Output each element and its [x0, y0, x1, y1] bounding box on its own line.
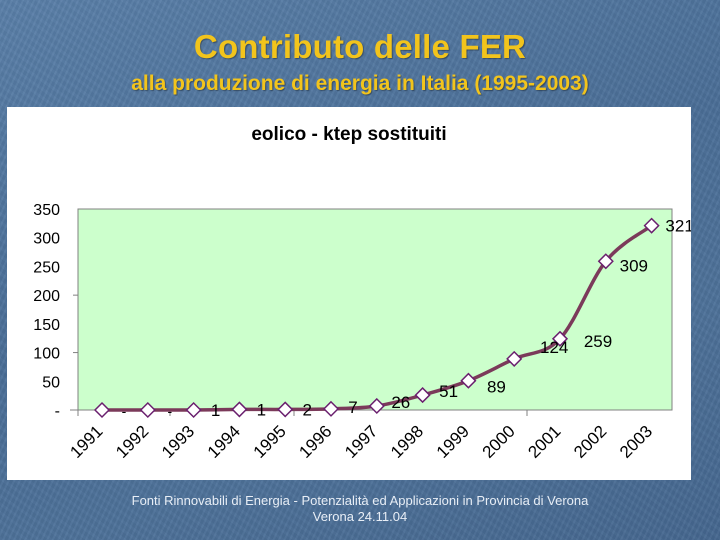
y-tick-label: 100	[33, 346, 60, 363]
data-label: 1	[211, 401, 220, 420]
plot-area	[77, 208, 673, 411]
footer-line-2: Verona 24.11.04	[312, 509, 408, 524]
x-tick-label: 1992	[112, 422, 152, 462]
data-label: -	[122, 403, 127, 419]
data-marker	[551, 330, 569, 347]
y-tick-label: 350	[33, 202, 60, 219]
y-tick-label: -	[55, 403, 60, 420]
data-label: 1	[257, 400, 266, 419]
x-tick-label: 1991	[66, 422, 106, 462]
x-tick-label: 1999	[433, 422, 473, 462]
data-marker	[277, 401, 294, 418]
x-tick-label: 1993	[158, 422, 198, 462]
data-label: 51	[439, 382, 458, 401]
data-label: 321	[665, 217, 691, 236]
y-tick-label: 200	[33, 288, 60, 305]
x-tick-label: 2002	[570, 422, 610, 462]
y-tick-label: 50	[42, 374, 60, 391]
x-tick-label: 2003	[616, 422, 656, 462]
x-tick-label: 2000	[479, 422, 519, 462]
data-label: 26	[391, 393, 410, 412]
footer: Fonti Rinnovabili di Energia - Potenzial…	[0, 493, 720, 525]
x-tick-label: 1995	[250, 422, 290, 462]
data-label: 309	[620, 256, 648, 275]
data-marker	[322, 400, 340, 417]
slide-title: Contributo delle FER	[193, 28, 527, 65]
footer-line-1: Fonti Rinnovabili di Energia - Potenzial…	[131, 493, 589, 508]
data-marker	[185, 401, 202, 419]
data-marker	[231, 401, 248, 418]
y-tick-label: 150	[33, 317, 60, 334]
data-marker	[139, 401, 156, 419]
chart-frame: eolico - ktep sostituiti - 50 100 150 200 250…	[7, 107, 691, 480]
line-chart: - 50 100 150 200 250 300 350 - - 1 1 2 7 26 51 89 124 259 3…	[33, 202, 691, 462]
slide-subtitle: alla produzione di energia in Italia (19…	[131, 72, 589, 95]
x-tick-label: 1998	[387, 422, 427, 462]
data-marker	[93, 401, 111, 419]
data-marker	[643, 217, 660, 234]
data-marker	[460, 372, 477, 389]
x-tick-label: 2001	[524, 422, 564, 462]
x-tick-label: 1997	[341, 422, 381, 462]
data-label: 124	[540, 338, 568, 357]
data-marker	[368, 397, 385, 415]
data-marker	[414, 387, 431, 404]
data-marker	[506, 350, 523, 367]
y-tick-label: 250	[33, 259, 60, 276]
chart-title: eolico - ktep sostituiti	[251, 124, 447, 145]
x-tick-label: 1994	[204, 422, 244, 462]
data-label: 89	[487, 378, 506, 397]
data-label: 259	[584, 332, 612, 351]
x-tick-label: 1996	[295, 422, 335, 462]
data-label: 2	[302, 400, 311, 419]
data-label: 7	[348, 398, 357, 417]
data-label: -	[167, 403, 172, 419]
y-tick-label: 300	[33, 231, 60, 248]
data-marker	[597, 253, 614, 270]
